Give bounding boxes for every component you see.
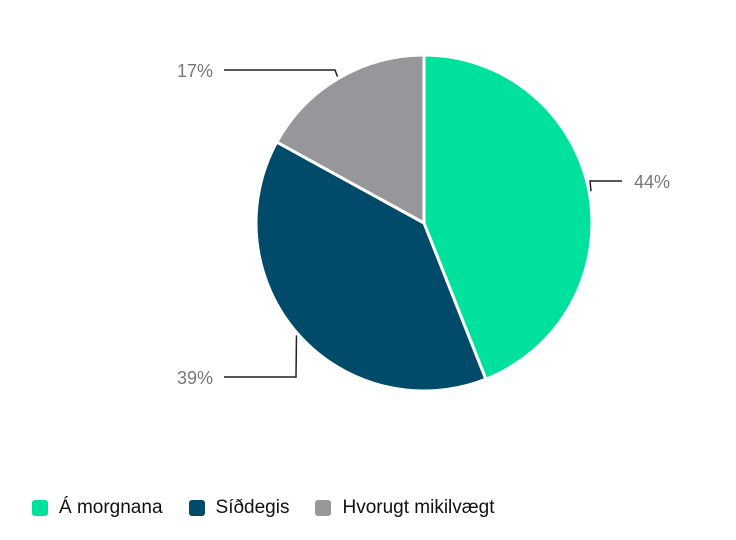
legend-swatch-afternoon	[188, 500, 205, 516]
legend-swatch-morning	[32, 500, 48, 516]
pct-label-afternoon: 39%	[177, 368, 213, 388]
legend-label-neither: Hvorugt mikilvægt	[342, 497, 495, 518]
legend-item-morning[interactable]: Á morgnana	[32, 497, 163, 519]
slice-afternoon[interactable]	[254, 140, 488, 393]
slice-neither[interactable]	[275, 53, 426, 225]
legend-label-morning: Á morgnana	[59, 497, 163, 518]
legend-swatch-neither	[315, 500, 332, 516]
legend-item-neither[interactable]: Hvorugt mikilvægt	[315, 497, 495, 519]
leader-line-morning	[589, 180, 622, 192]
leader-line-afternoon	[224, 335, 298, 378]
legend: Á morgnana Síðdegis Hvorugt mikilvægt	[32, 497, 521, 519]
legend-label-afternoon: Síðdegis	[215, 497, 290, 518]
pct-label-morning: 44%	[634, 172, 670, 192]
pct-label-neither: 17%	[177, 61, 213, 81]
slice-morning[interactable]	[422, 53, 594, 381]
leader-line-neither	[224, 69, 339, 77]
legend-item-afternoon[interactable]: Síðdegis	[188, 497, 290, 519]
